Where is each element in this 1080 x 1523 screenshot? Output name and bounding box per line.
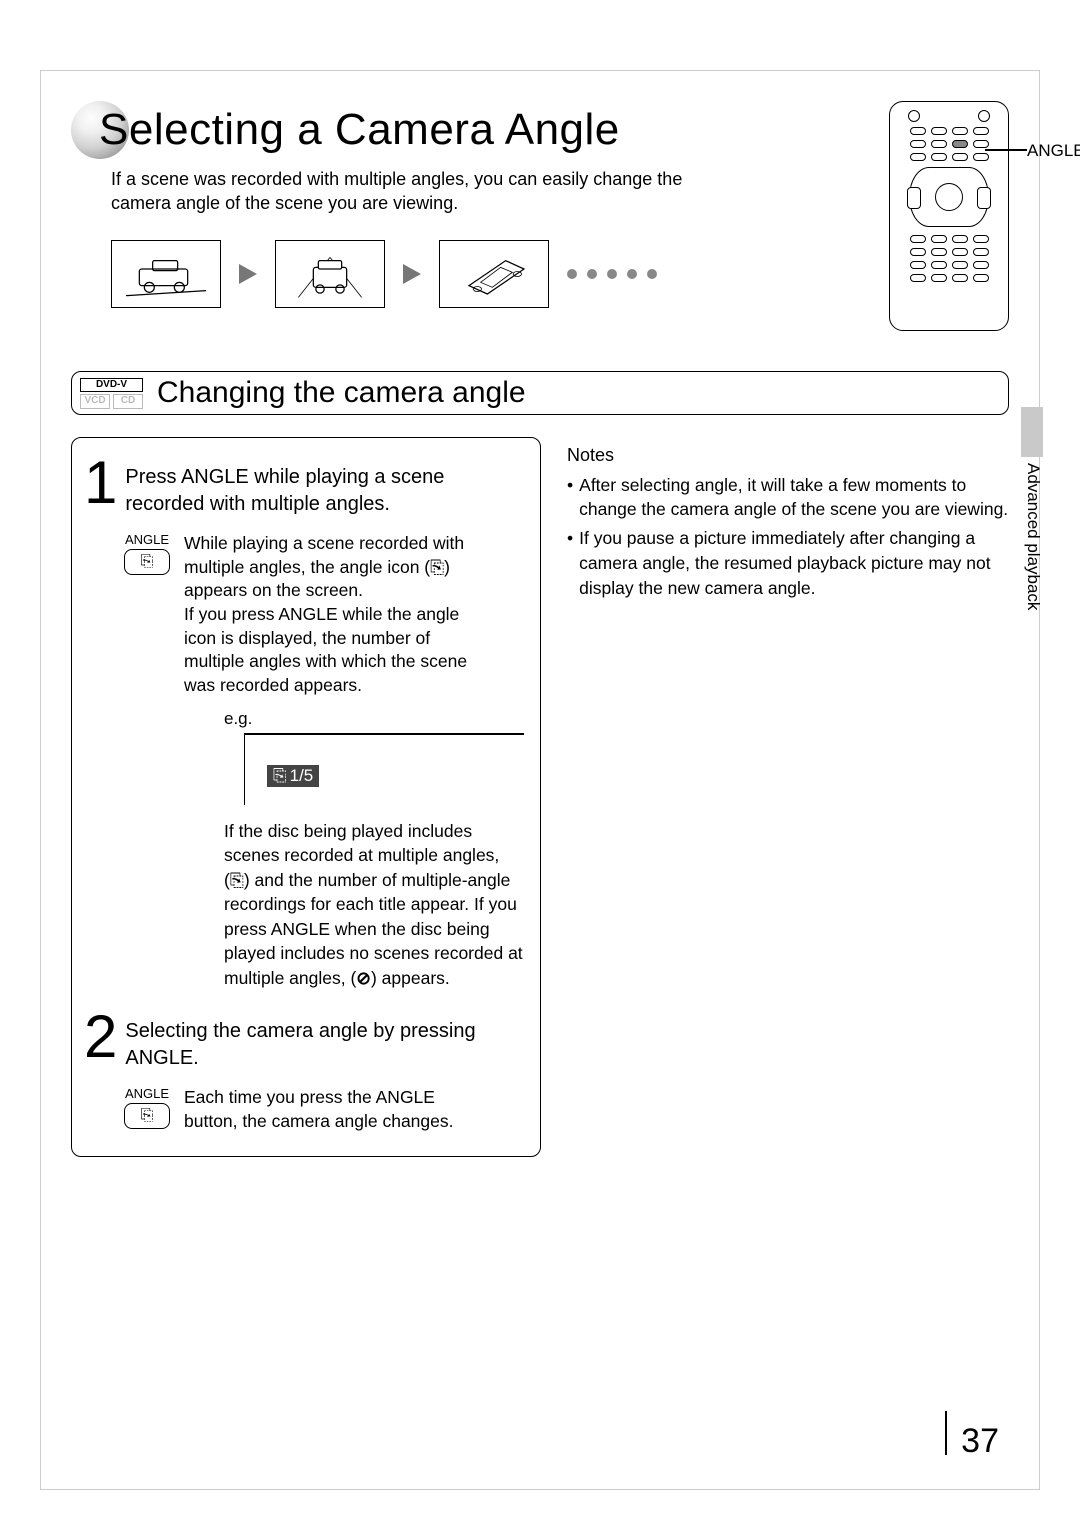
remote-outline-icon [889, 101, 1009, 331]
section-header: DVD-V VCD CD Changing the camera angle [71, 371, 1009, 415]
remote-diagram: ANGLE [889, 101, 1009, 331]
step-1-detail-1: While playing a scene recorded with mult… [184, 532, 474, 603]
page-number-divider [945, 1411, 947, 1455]
step-1: 1 Press ANGLE while playing a scene reco… [84, 456, 526, 518]
section-title: Changing the camera angle [157, 376, 526, 410]
page-number: 37 [961, 1422, 999, 1461]
step-2: 2 Selecting the camera angle by pressing… [84, 1010, 526, 1072]
continuation-dots [567, 269, 657, 279]
example-frame: 1/5 [244, 735, 524, 805]
example-angle-indicator: 1/5 [267, 765, 319, 787]
note-2-text: If you pause a picture immediately after… [579, 526, 1009, 601]
camera-icon [273, 766, 287, 786]
dot-icon [587, 269, 597, 279]
dot-icon [627, 269, 637, 279]
step-2-number: 2 [84, 1010, 117, 1064]
step-1-detail-2: If you press ANGLE while the angle icon … [184, 603, 474, 698]
step-1-detail-row: ANGLE While playing a scene recorded wit… [124, 532, 526, 697]
section-side-label: Advanced playback [1023, 463, 1043, 610]
notes-heading: Notes [567, 443, 1009, 469]
angle-button-icon [124, 549, 170, 575]
angle-strip [111, 240, 869, 308]
page-title: Selecting a Camera Angle [99, 105, 620, 155]
bullet-icon: • [567, 526, 573, 601]
dot-icon [647, 269, 657, 279]
steps-panel: 1 Press ANGLE while playing a scene reco… [71, 437, 541, 1157]
disc-badges: DVD-V VCD CD [80, 378, 143, 409]
vcd-badge: VCD [80, 394, 110, 409]
remote-angle-label: ANGLE [1027, 141, 1080, 161]
camera-icon [230, 870, 244, 890]
camera-icon [141, 1107, 154, 1125]
angle-button-label: ANGLE [125, 532, 169, 547]
angle-highlight-icon [952, 140, 968, 148]
arrow-right-icon [403, 264, 421, 284]
prohibited-icon [356, 968, 371, 988]
note-item: • After selecting angle, it will take a … [567, 473, 1009, 523]
section-tab [1021, 407, 1043, 457]
page-subtitle: If a scene was recorded with multiple an… [111, 167, 701, 216]
arrow-right-icon [239, 264, 257, 284]
header: Selecting a Camera Angle If a scene was … [71, 101, 1009, 331]
notes-column: Notes • After selecting angle, it will t… [567, 437, 1009, 605]
angle-button-icon [124, 1103, 170, 1129]
page: Selecting a Camera Angle If a scene was … [40, 70, 1040, 1490]
step-1-detail-3: If the disc being played includes scenes… [224, 819, 524, 991]
bullet-icon: • [567, 473, 573, 523]
dvd-badge: DVD-V [80, 378, 143, 393]
angle-button-diagram: ANGLE [124, 532, 170, 697]
angle-button-label: ANGLE [125, 1086, 169, 1101]
car-angle-top-icon [439, 240, 549, 308]
callout-line-icon [985, 149, 1027, 151]
dot-icon [567, 269, 577, 279]
step-1-number: 1 [84, 456, 117, 510]
example-label: e.g. [224, 709, 252, 729]
step-2-text: Selecting the camera angle by pressing A… [125, 1010, 526, 1072]
note-item: • If you pause a picture immediately aft… [567, 526, 1009, 601]
car-angle-front-icon [275, 240, 385, 308]
title-block: Selecting a Camera Angle If a scene was … [71, 101, 869, 308]
dot-icon [607, 269, 617, 279]
camera-icon [141, 553, 154, 571]
angle-button-diagram: ANGLE [124, 1086, 170, 1133]
note-1-text: After selecting angle, it will take a fe… [579, 473, 1009, 523]
remote-small-button-icon [908, 110, 920, 122]
step-2-detail: Each time you press the ANGLE button, th… [184, 1086, 474, 1133]
remote-small-button-icon [978, 110, 990, 122]
step-1-text: Press ANGLE while playing a scene record… [125, 456, 526, 518]
example-value: 1/5 [290, 766, 314, 786]
step-2-detail-row: ANGLE Each time you press the ANGLE butt… [124, 1086, 526, 1133]
car-angle-side-icon [111, 240, 221, 308]
cd-badge: CD [113, 394, 143, 409]
